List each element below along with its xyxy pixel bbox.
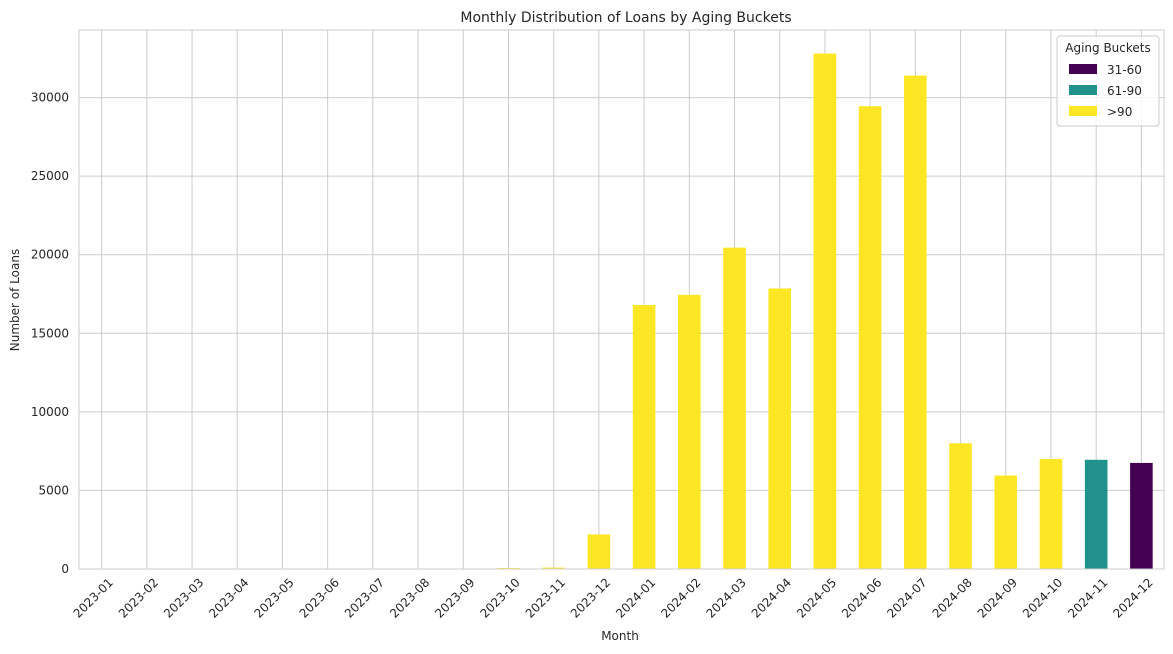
legend: Aging Buckets 31-60 61-90 >90	[1056, 35, 1160, 127]
bar->90-2024-04	[768, 288, 792, 569]
y-tick-label: 10000	[31, 405, 69, 419]
legend-swatch-61-90	[1069, 85, 1097, 95]
bar->90-2024-10	[1039, 459, 1063, 569]
chart-title: Monthly Distribution of Loans by Aging B…	[460, 10, 791, 26]
bars	[90, 53, 1153, 570]
bar->90-2024-06	[858, 106, 882, 569]
bar->90-2024-09	[994, 475, 1018, 569]
bar->90-2024-08	[949, 443, 972, 569]
bar->90-2023-11	[542, 567, 565, 569]
bar->90-2024-03	[723, 247, 746, 569]
x-axis-title: Month	[601, 629, 639, 643]
bar->90-2024-01	[632, 305, 656, 569]
legend-items: 31-60 61-90 >90	[1069, 63, 1142, 119]
y-tick-label: 20000	[31, 248, 69, 262]
y-tick-label: 5000	[38, 483, 69, 497]
bar->90-2024-02	[678, 294, 701, 569]
y-tick-label: 25000	[31, 169, 69, 183]
bar->90-2024-05	[813, 53, 837, 570]
legend-swatch->90	[1069, 106, 1097, 116]
plot-frame	[78, 29, 1165, 570]
bar-31-60-2024-12	[1130, 462, 1153, 569]
legend-label->90: >90	[1107, 105, 1132, 119]
y-axis-ticks: 0 5000 10000 15000 20000 25000 30000	[31, 91, 69, 576]
y-tick-label: 30000	[31, 91, 69, 105]
bar->90-2023-12	[587, 534, 611, 569]
legend-box	[1056, 35, 1160, 127]
bar->90-2024-07	[904, 75, 927, 570]
y-axis-title: Number of Loans	[8, 249, 22, 351]
y-tick-label: 0	[61, 562, 69, 576]
y-tick-label: 15000	[31, 326, 69, 340]
legend-label-31-60: 31-60	[1107, 63, 1142, 77]
bar-61-90-2024-11	[1084, 459, 1108, 569]
legend-title: Aging Buckets	[1065, 41, 1151, 55]
legend-label-61-90: 61-90	[1107, 84, 1142, 98]
legend-swatch-31-60	[1069, 64, 1097, 74]
